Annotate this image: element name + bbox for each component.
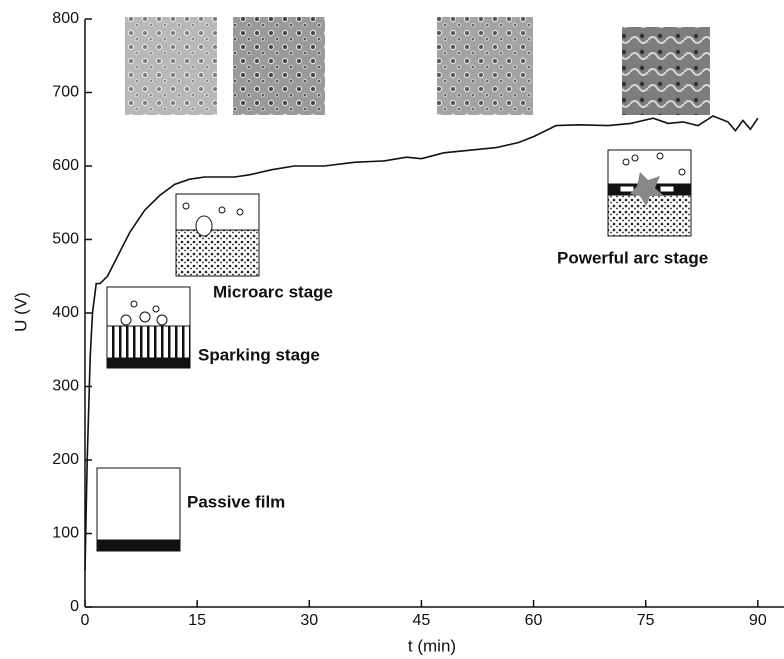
x-tick-label: 0	[81, 612, 90, 629]
x-tick-label: 90	[749, 612, 767, 629]
schematics	[96, 149, 692, 552]
y-tick-label: 600	[52, 157, 79, 174]
y-tick-label: 400	[52, 304, 79, 321]
y-tick-label: 100	[52, 525, 79, 542]
x-tick-label: 30	[300, 612, 318, 629]
y-axis-label: U (V)	[11, 292, 30, 332]
annotation: Microarc stage	[213, 282, 333, 301]
annotation: Sparking stage	[198, 345, 320, 364]
micrographs	[125, 17, 710, 115]
x-tick-label: 75	[637, 612, 655, 629]
x-tick-label: 45	[413, 612, 431, 629]
x-tick-label: 60	[525, 612, 543, 629]
y-tick-label: 0	[70, 598, 79, 615]
annotation: Passive film	[187, 492, 285, 511]
y-tick-label: 300	[52, 378, 79, 395]
y-tick-label: 200	[52, 451, 79, 468]
y-tick-label: 800	[52, 10, 79, 27]
voltage-line	[84, 115, 759, 571]
y-tick-label: 500	[52, 231, 79, 248]
annotation: Powerful arc stage	[557, 248, 708, 267]
x-axis-label: t (min)	[408, 636, 456, 655]
x-tick-label: 15	[188, 612, 206, 629]
y-tick-label: 700	[52, 84, 79, 101]
